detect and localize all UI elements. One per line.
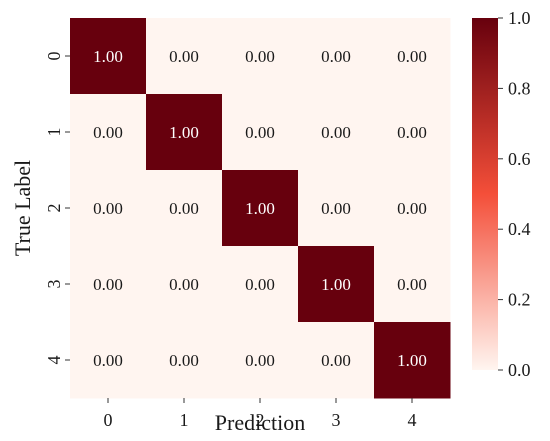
heatmap-cell-1-0 — [70, 94, 147, 171]
heatmap-cell-2-3 — [298, 170, 375, 247]
cell-label-0-4: 0.00 — [397, 47, 427, 66]
heatmap-cell-3-0 — [70, 246, 147, 323]
cell-label-2-3: 0.00 — [321, 199, 351, 218]
heatmap-cell-3-2 — [222, 246, 299, 323]
colorbar-tick-label-5: 1.0 — [508, 8, 531, 28]
cell-label-0-2: 0.00 — [245, 47, 275, 66]
cell-label-2-2: 1.00 — [245, 199, 275, 218]
x-tick-label-0: 0 — [104, 410, 113, 430]
heatmap-cell-4-2 — [222, 322, 299, 399]
colorbar-tick-label-2: 0.4 — [508, 219, 531, 239]
heatmap-cell-0-1 — [146, 18, 223, 95]
x-tick-label-1: 1 — [180, 410, 189, 430]
heatmap-cell-0-2 — [222, 18, 299, 95]
heatmap-cell-2-1 — [146, 170, 223, 247]
cell-label-4-0: 0.00 — [93, 351, 123, 370]
heatmap-cell-0-3 — [298, 18, 375, 95]
y-tick-label-1: 1 — [44, 128, 64, 137]
cell-label-1-3: 0.00 — [321, 123, 351, 142]
cell-label-4-1: 0.00 — [169, 351, 199, 370]
heatmap-cell-2-2 — [222, 170, 299, 247]
colorbar-tick-label-4: 0.8 — [508, 78, 531, 98]
heatmap-cell-1-1 — [146, 94, 223, 171]
colorbar-tick-label-3: 0.6 — [508, 149, 531, 169]
x-tick-label-4: 4 — [408, 410, 417, 430]
cell-label-3-3: 1.00 — [321, 275, 351, 294]
cell-label-4-2: 0.00 — [245, 351, 275, 370]
heatmap-cell-3-4 — [374, 246, 451, 323]
heatmap-cell-4-4 — [374, 322, 451, 399]
heatmap-cell-1-2 — [222, 94, 299, 171]
y-tick-label-4: 4 — [44, 356, 64, 365]
cell-label-0-1: 0.00 — [169, 47, 199, 66]
cell-label-3-0: 0.00 — [93, 275, 123, 294]
x-axis-ticks: 0 1 2 3 4 — [104, 398, 417, 430]
heatmap-cell-1-3 — [298, 94, 375, 171]
cell-label-2-0: 0.00 — [93, 199, 123, 218]
cell-labels: 1.00 0.00 0.00 0.00 0.00 0.00 1.00 0.00 0.00 0.00… — [93, 47, 427, 370]
heatmap-cell-4-3 — [298, 322, 375, 399]
y-tick-label-0: 0 — [44, 52, 64, 61]
colorbar — [472, 18, 498, 370]
y-axis-title: True Label — [10, 160, 35, 256]
cell-label-0-0: 1.00 — [93, 47, 123, 66]
cell-label-1-4: 0.00 — [397, 123, 427, 142]
heatmap-cell-4-1 — [146, 322, 223, 399]
x-tick-label-3: 3 — [332, 410, 341, 430]
colorbar-tick-label-1: 0.2 — [508, 290, 531, 310]
y-tick-label-3: 3 — [44, 280, 64, 289]
cell-label-1-0: 0.00 — [93, 123, 123, 142]
cell-label-4-4: 1.00 — [397, 351, 427, 370]
heatmap-cell-0-0 — [70, 18, 147, 95]
x-axis-title: Prediction — [215, 410, 305, 435]
cell-label-1-1: 1.00 — [169, 123, 199, 142]
colorbar-tick-label-0: 0.0 — [508, 360, 531, 380]
cell-label-1-2: 0.00 — [245, 123, 275, 142]
cell-label-2-1: 0.00 — [169, 199, 199, 218]
heatmap-cell-0-4 — [374, 18, 451, 95]
heatmap-cells — [70, 18, 451, 399]
cell-label-4-3: 0.00 — [321, 351, 351, 370]
y-tick-label-2: 2 — [44, 204, 64, 213]
x-tick-label-2: 2 — [256, 410, 265, 430]
colorbar-ticks: 0.0 0.2 0.4 0.6 0.8 1.0 — [498, 8, 531, 380]
cell-label-3-2: 0.00 — [245, 275, 275, 294]
heatmap-cell-4-0 — [70, 322, 147, 399]
heatmap-cell-2-0 — [70, 170, 147, 247]
cell-label-2-4: 0.00 — [397, 199, 427, 218]
heatmap-cell-1-4 — [374, 94, 451, 171]
y-axis-ticks: 0 1 2 3 4 — [44, 52, 70, 365]
cell-label-3-1: 0.00 — [169, 275, 199, 294]
cell-label-3-4: 0.00 — [397, 275, 427, 294]
heatmap-cell-3-3 — [298, 246, 375, 323]
heatmap-cell-3-1 — [146, 246, 223, 323]
heatmap-cell-2-4 — [374, 170, 451, 247]
cell-label-0-3: 0.00 — [321, 47, 351, 66]
